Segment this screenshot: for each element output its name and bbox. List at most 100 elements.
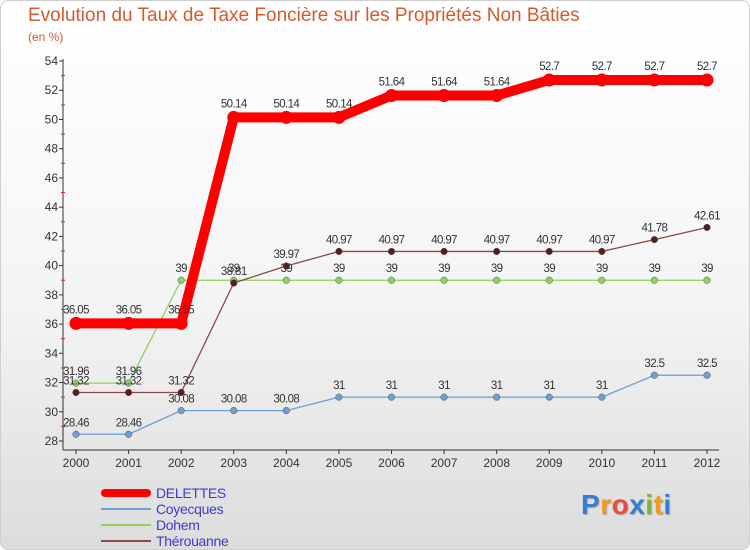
data-point xyxy=(437,88,451,102)
x-tick-label: 2010 xyxy=(588,456,615,470)
data-point xyxy=(440,276,448,284)
data-label: 39 xyxy=(175,263,187,275)
data-point xyxy=(595,73,609,87)
x-tick-label: 2009 xyxy=(536,456,563,470)
data-label: 31 xyxy=(491,380,503,392)
data-label: 28.46 xyxy=(63,417,89,429)
x-tick-label: 2011 xyxy=(642,456,668,470)
data-label: 50.14 xyxy=(221,98,248,110)
data-label: 40.97 xyxy=(484,234,510,246)
series-line-dohem xyxy=(75,279,708,384)
y-tick-label: 48 xyxy=(45,142,59,156)
legend-swatch xyxy=(101,524,151,526)
legend-item-dohem: Dohem xyxy=(101,517,321,533)
data-label: 31.96 xyxy=(116,366,142,378)
data-label: 40.97 xyxy=(379,234,405,246)
data-point xyxy=(703,223,711,232)
data-label: 31 xyxy=(333,380,345,392)
data-label: 30.08 xyxy=(221,394,247,406)
data-point xyxy=(125,388,133,397)
data-label: 31.96 xyxy=(63,366,89,378)
data-point xyxy=(387,276,396,284)
data-label: 39 xyxy=(701,263,713,275)
data-point xyxy=(493,393,501,401)
data-label: 36.05 xyxy=(116,304,142,316)
data-point xyxy=(647,73,661,87)
data-point xyxy=(282,262,290,270)
legend-item-coyecques: Coyecques xyxy=(101,501,321,517)
data-point xyxy=(650,276,658,284)
data-label: 39 xyxy=(543,263,555,275)
logo-letter: t xyxy=(653,489,664,520)
data-label: 31 xyxy=(438,380,450,392)
data-label: 31 xyxy=(596,380,608,392)
data-label: 31.32 xyxy=(168,375,194,387)
data-point xyxy=(387,247,396,255)
y-tick-label: 34 xyxy=(45,346,59,360)
x-tick-label: 2004 xyxy=(273,456,300,470)
legend-label: Coyecques xyxy=(156,501,224,517)
data-label: 32.5 xyxy=(697,358,717,370)
data-point xyxy=(282,407,290,415)
data-point xyxy=(72,379,80,387)
data-label: 38.81 xyxy=(221,266,247,278)
x-tick-label: 2003 xyxy=(220,456,247,470)
x-tick-label: 2002 xyxy=(168,456,195,470)
data-point xyxy=(387,393,396,401)
y-tick-label: 46 xyxy=(45,171,59,185)
data-point xyxy=(598,393,606,401)
data-point xyxy=(122,316,136,330)
x-tick-label: 2000 xyxy=(63,456,90,470)
unit-label: (en %) xyxy=(28,30,64,44)
data-point xyxy=(335,247,343,255)
data-point xyxy=(703,276,711,284)
y-tick-label: 42 xyxy=(45,229,59,243)
data-point xyxy=(703,371,711,379)
y-tick-label: 44 xyxy=(45,200,59,214)
data-label: 51.64 xyxy=(379,76,406,88)
legend-swatch xyxy=(101,540,151,542)
data-point xyxy=(490,88,504,102)
data-point xyxy=(279,110,293,124)
data-point xyxy=(700,73,714,87)
data-label: 31.32 xyxy=(63,375,89,387)
x-tick-label: 2006 xyxy=(378,456,405,470)
chart-title: Evolution du Taux de Taxe Foncière sur l… xyxy=(28,5,580,26)
data-label: 52.7 xyxy=(644,61,664,73)
logo-letter: x xyxy=(629,489,646,520)
data-point xyxy=(125,430,133,438)
legend-label: DELETTES xyxy=(156,485,226,501)
data-point xyxy=(545,276,553,284)
y-tick-label: 38 xyxy=(45,288,59,302)
x-tick-label: 2008 xyxy=(483,456,510,470)
y-tick-label: 52 xyxy=(45,83,59,97)
y-tick-label: 54 xyxy=(45,54,59,68)
data-label: 51.64 xyxy=(484,76,511,88)
data-label: 40.97 xyxy=(589,234,615,246)
logo-letter: i xyxy=(663,489,672,520)
data-label: 42.61 xyxy=(694,210,720,222)
data-point xyxy=(72,388,80,397)
data-label: 40.97 xyxy=(431,234,457,246)
data-point xyxy=(650,371,658,379)
data-label: 40.97 xyxy=(326,234,352,246)
logo-letter: o xyxy=(611,489,630,520)
y-tick-label: 30 xyxy=(45,405,59,419)
x-tick-label: 2001 xyxy=(115,456,142,470)
data-point xyxy=(542,73,556,87)
legend-label: Thérouanne xyxy=(156,533,229,549)
data-point xyxy=(125,379,133,387)
logo-letter: r xyxy=(600,489,612,520)
data-point xyxy=(230,279,238,287)
y-tick-label: 50 xyxy=(45,112,59,126)
data-point xyxy=(440,247,448,255)
y-tick-label: 28 xyxy=(45,434,59,448)
data-point xyxy=(177,388,185,397)
data-point xyxy=(227,110,241,124)
data-label: 41.78 xyxy=(642,223,668,235)
y-tick-label: 32 xyxy=(45,376,59,390)
data-point xyxy=(650,236,658,244)
data-label: 30.08 xyxy=(168,394,194,406)
